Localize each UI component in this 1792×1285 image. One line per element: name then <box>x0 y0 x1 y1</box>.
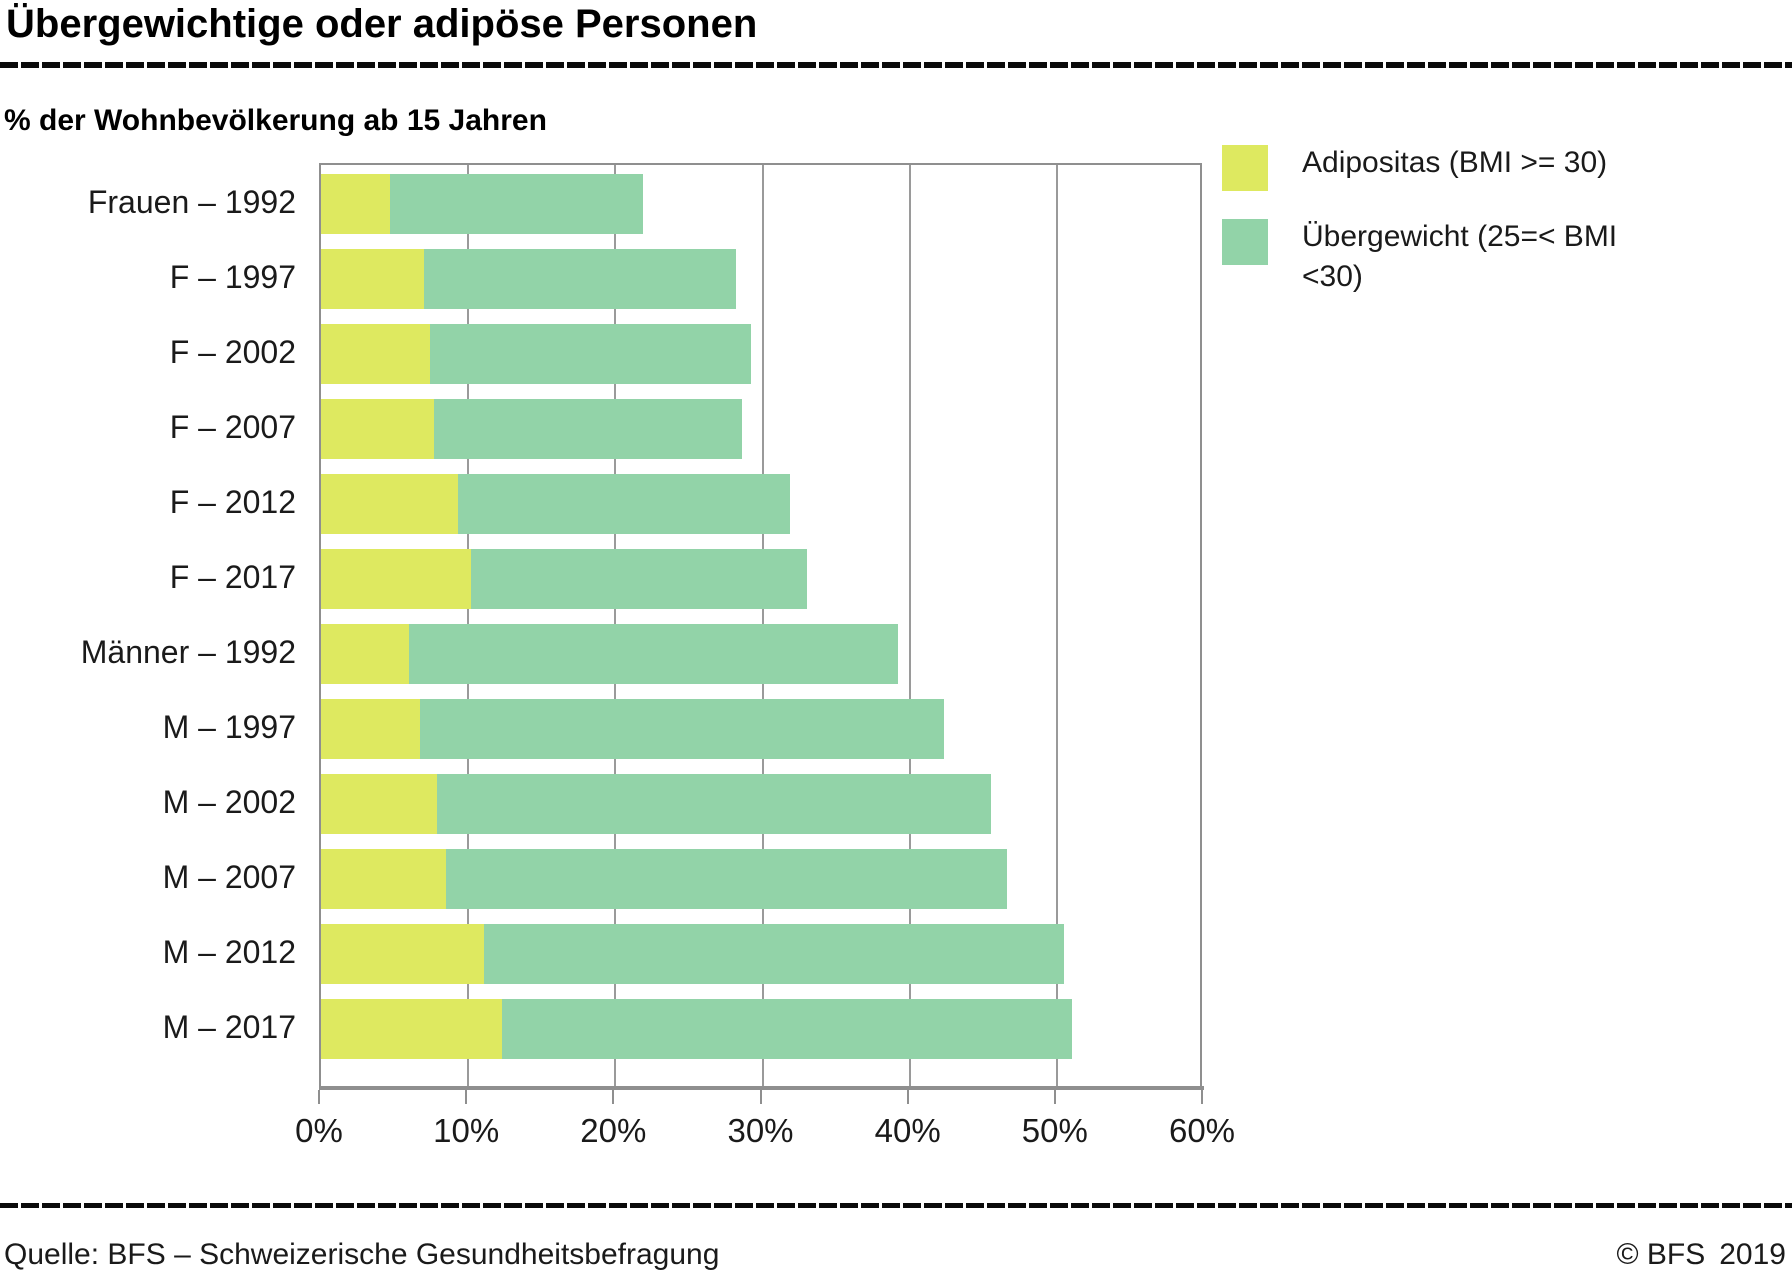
category-label: F – 2002 <box>169 333 296 370</box>
x-tick-label: 10% <box>433 1112 500 1149</box>
bar-segment-adipositas <box>321 324 430 384</box>
bar-segment-uebergewicht <box>429 324 751 384</box>
bar-segment-uebergewicht <box>437 774 991 834</box>
legend-swatch-adipositas <box>1222 145 1268 191</box>
bar-row <box>321 399 1204 459</box>
category-label: F – 1997 <box>169 258 296 295</box>
x-tick-label: 0% <box>295 1112 343 1149</box>
bar-segment-adipositas <box>321 624 410 684</box>
page-title: Übergewichtige oder adipöse Personen <box>6 2 758 46</box>
category-label: M – 2012 <box>162 933 296 970</box>
x-tick <box>612 1090 615 1104</box>
bar-segment-adipositas <box>321 774 438 834</box>
category-label: Männer – 1992 <box>80 633 296 670</box>
x-axis-line <box>319 1086 1204 1090</box>
x-tick <box>465 1090 468 1104</box>
legend-label: Übergewicht (25=< BMI <30) <box>1302 220 1618 293</box>
bar-segment-adipositas <box>321 474 458 534</box>
bar-row <box>321 924 1204 984</box>
legend-item: Adipositas (BMI >= 30) <box>1222 143 1642 191</box>
category-label: F – 2017 <box>169 558 296 595</box>
bar-row <box>321 549 1204 609</box>
x-tick <box>906 1090 909 1104</box>
bar-segment-uebergewicht <box>502 999 1072 1059</box>
bar-row <box>321 699 1204 759</box>
category-label: F – 2007 <box>169 408 296 445</box>
bar-row <box>321 624 1204 684</box>
bar-segment-uebergewicht <box>390 174 644 234</box>
x-tick-label: 20% <box>580 1112 647 1149</box>
legend: Adipositas (BMI >= 30) Übergewicht (25=< … <box>1222 143 1642 323</box>
x-tick <box>759 1090 762 1104</box>
bar-row <box>321 999 1204 1059</box>
bar-row <box>321 849 1204 909</box>
gridline-40% <box>908 165 911 1088</box>
x-tick <box>1201 1090 1203 1104</box>
bar-segment-adipositas <box>321 849 447 909</box>
copyright-note: © BFS 2019 <box>1616 1238 1786 1272</box>
bar-segment-adipositas <box>321 249 425 309</box>
bar-segment-adipositas <box>321 699 420 759</box>
source-note: Quelle: BFS – Schweizerische Gesundheits… <box>4 1238 720 1271</box>
copyright-year: 2019 <box>1719 1238 1786 1271</box>
bar-row <box>321 324 1204 384</box>
category-label: M – 2017 <box>162 1008 296 1045</box>
bar-segment-uebergewicht <box>471 549 807 609</box>
category-label: M – 1997 <box>162 708 296 745</box>
bar-segment-uebergewicht <box>434 399 742 459</box>
x-tick <box>318 1090 320 1104</box>
legend-label: Adipositas (BMI >= 30) <box>1302 146 1608 179</box>
x-tick <box>1053 1090 1056 1104</box>
bar-row <box>321 174 1204 234</box>
bar-segment-uebergewicht <box>446 849 1007 909</box>
category-label: M – 2002 <box>162 783 296 820</box>
x-tick-label: 30% <box>727 1112 794 1149</box>
title-divider <box>0 62 1792 68</box>
bar-segment-uebergewicht <box>419 699 944 759</box>
bar-row <box>321 474 1204 534</box>
legend-swatch-uebergewicht <box>1222 219 1268 265</box>
bar-segment-uebergewicht <box>409 624 898 684</box>
gridline-50% <box>1055 165 1058 1088</box>
bar-row <box>321 774 1204 834</box>
bar-segment-uebergewicht <box>484 924 1065 984</box>
bar-segment-adipositas <box>321 399 435 459</box>
x-tick-label: 50% <box>1021 1112 1088 1149</box>
footer-divider <box>0 1203 1792 1208</box>
bar-segment-adipositas <box>321 999 502 1059</box>
bar-segment-adipositas <box>321 174 391 234</box>
category-label: F – 2012 <box>169 483 296 520</box>
x-tick-label: 60% <box>1168 1112 1236 1149</box>
x-tick-label: 40% <box>874 1112 941 1149</box>
plot-area <box>319 163 1202 1088</box>
bar-segment-uebergewicht <box>424 249 736 309</box>
bar-row <box>321 249 1204 309</box>
category-label: M – 2007 <box>162 858 296 895</box>
bar-segment-adipositas <box>321 549 472 609</box>
bar-segment-adipositas <box>321 924 485 984</box>
copyright-text: © BFS <box>1616 1238 1706 1271</box>
category-label: Frauen – 1992 <box>87 183 296 220</box>
axis-unit-label: % der Wohnbevölkerung ab 15 Jahren <box>4 104 547 137</box>
bar-segment-uebergewicht <box>457 474 791 534</box>
legend-item: Übergewicht (25=< BMI <30) <box>1222 217 1642 297</box>
